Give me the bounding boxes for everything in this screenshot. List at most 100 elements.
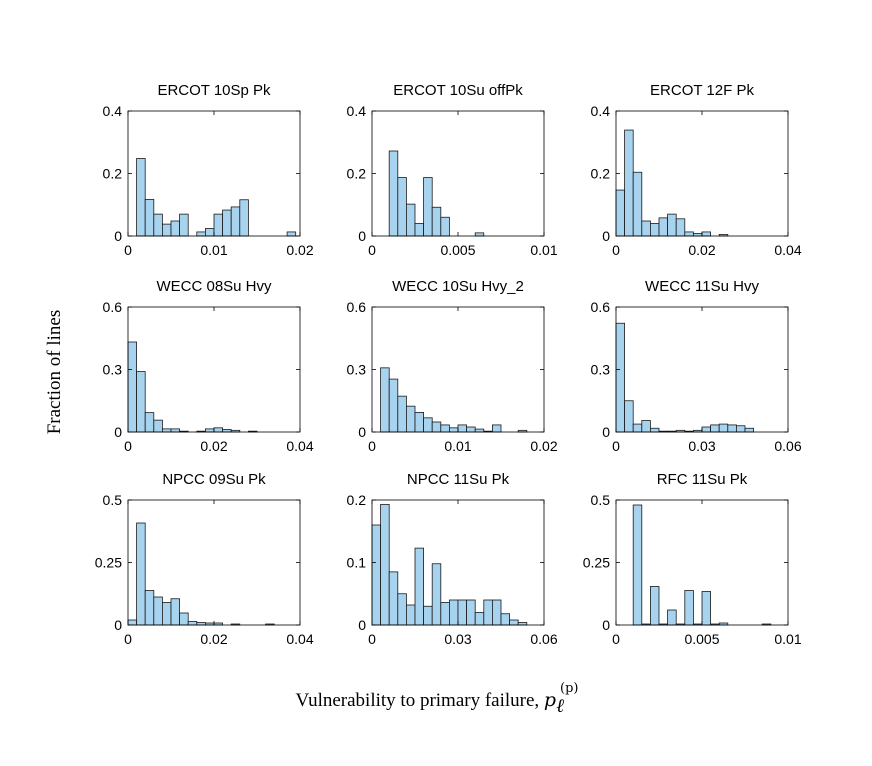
histogram-bar xyxy=(127,341,137,433)
histogram-bar xyxy=(727,424,737,433)
histogram-bar xyxy=(440,424,450,433)
histogram-bar xyxy=(179,213,189,237)
histogram-bar xyxy=(423,605,433,626)
histogram-bar xyxy=(405,405,416,433)
histogram-bar xyxy=(440,216,450,237)
histogram-bar xyxy=(161,428,172,433)
y-tick-label: 0.5 xyxy=(591,492,611,508)
histogram-bar xyxy=(179,612,189,626)
histogram-panel-2: ERCOT 10Su offPk 0 0.005 0.01 0 0.2 0.4 xyxy=(347,82,558,258)
histogram-bar xyxy=(371,524,382,626)
x-tick-label: 0.01 xyxy=(530,242,557,258)
histogram-bar xyxy=(136,371,146,433)
histogram-bar xyxy=(474,612,485,626)
histogram-bar xyxy=(213,427,223,433)
histogram-bar xyxy=(153,596,163,626)
histogram-bar xyxy=(204,428,215,433)
histogram-bar xyxy=(701,591,712,626)
x-tick-label: 0.04 xyxy=(286,438,313,454)
histogram-bar xyxy=(204,228,215,237)
panel-title: WECC 08Su Hvy xyxy=(156,278,272,295)
histogram-bar xyxy=(500,613,511,626)
x-tick-label: 0 xyxy=(124,242,132,258)
y-tick-label: 0.6 xyxy=(591,299,611,315)
histogram-bar xyxy=(153,419,163,433)
histogram-bar xyxy=(388,378,399,433)
y-tick-label: 0.2 xyxy=(347,492,367,508)
histogram-bar xyxy=(667,609,677,626)
histogram-bar xyxy=(397,395,407,433)
histogram-bar xyxy=(675,218,686,237)
x-tick-label: 0 xyxy=(124,438,132,454)
histogram-bar xyxy=(448,599,459,626)
y-tick-label: 0.3 xyxy=(591,362,611,378)
histogram-bar xyxy=(615,322,626,433)
x-tick-label: 0.01 xyxy=(774,631,801,647)
x-tick-label: 0.005 xyxy=(684,631,719,647)
histogram-bar xyxy=(483,599,493,626)
histogram-bar xyxy=(684,231,694,237)
x-tick-label: 0 xyxy=(368,438,376,454)
y-tick-label: 0.2 xyxy=(347,166,367,182)
panel-title: ERCOT 12F Pk xyxy=(650,82,754,99)
histogram-bar xyxy=(440,602,450,626)
y-tick-label: 0 xyxy=(358,617,366,633)
histogram-bar xyxy=(658,217,669,237)
histogram-bar xyxy=(684,590,694,626)
histogram-bar xyxy=(196,231,206,237)
x-tick-label: 0 xyxy=(124,631,132,647)
histogram-bar xyxy=(405,604,416,626)
x-tick-label: 0.06 xyxy=(530,631,557,647)
y-tick-label: 0 xyxy=(602,424,610,440)
x-tick-label: 0.02 xyxy=(200,631,227,647)
histogram-panel-1: ERCOT 10Sp Pk 0 0.01 0.02 0 0.2 0.4 xyxy=(103,82,314,258)
histogram-bar xyxy=(397,177,407,237)
histogram-bar xyxy=(187,621,198,626)
panel-title: WECC 11Su Hvy xyxy=(645,278,759,295)
histogram-bar xyxy=(641,420,651,433)
histogram-panel-5: WECC 10Su Hvy_2 0 0.01 0.02 0 0.3 0.6 xyxy=(347,278,558,454)
histogram-bar xyxy=(414,547,425,626)
x-tick-label: 0.005 xyxy=(440,242,475,258)
histogram-bar xyxy=(397,593,407,626)
histogram-bar xyxy=(161,602,172,626)
histogram-bar xyxy=(701,426,712,433)
y-tick-label: 0 xyxy=(114,617,122,633)
y-tick-label: 0.3 xyxy=(103,362,123,378)
x-tick-label: 0 xyxy=(612,438,620,454)
y-tick-label: 0.2 xyxy=(591,166,611,182)
y-tick-label: 0.4 xyxy=(347,103,367,119)
y-tick-label: 0 xyxy=(114,228,122,244)
y-tick-label: 0.6 xyxy=(103,299,123,315)
histogram-bar xyxy=(388,150,399,237)
histogram-bar xyxy=(466,426,476,433)
histogram-bar xyxy=(431,563,442,626)
histogram-bar xyxy=(161,223,172,237)
histogram-bar xyxy=(380,367,390,433)
y-tick-label: 0.3 xyxy=(347,362,367,378)
histogram-bar xyxy=(650,586,660,626)
histogram-bar xyxy=(423,177,433,237)
histogram-bar xyxy=(474,428,485,433)
x-tick-label: 0.06 xyxy=(774,438,801,454)
x-tick-label: 0.03 xyxy=(688,438,715,454)
histogram-bar xyxy=(457,599,468,626)
histogram-bar xyxy=(718,423,729,433)
panel-title: ERCOT 10Su offPk xyxy=(393,82,523,99)
x-tick-label: 0 xyxy=(368,242,376,258)
histogram-bar xyxy=(144,590,155,626)
histogram-bar xyxy=(286,231,297,237)
panel-title: RFC 11Su Pk xyxy=(657,471,748,488)
y-tick-label: 0 xyxy=(114,424,122,440)
y-axis-label: Fraction of lines xyxy=(44,310,65,435)
x-tick-label: 0 xyxy=(368,631,376,647)
panel-title: WECC 10Su Hvy_2 xyxy=(392,278,524,295)
histogram-panel-9: RFC 11Su Pk 0 0.005 0.01 0 0.25 0.5 xyxy=(583,471,802,647)
y-tick-label: 0.6 xyxy=(347,299,367,315)
x-tick-label: 0 xyxy=(612,631,620,647)
histogram-bar xyxy=(491,424,502,433)
histogram-bar xyxy=(431,421,442,433)
histogram-bar xyxy=(136,158,146,237)
histogram-bar xyxy=(457,424,468,433)
